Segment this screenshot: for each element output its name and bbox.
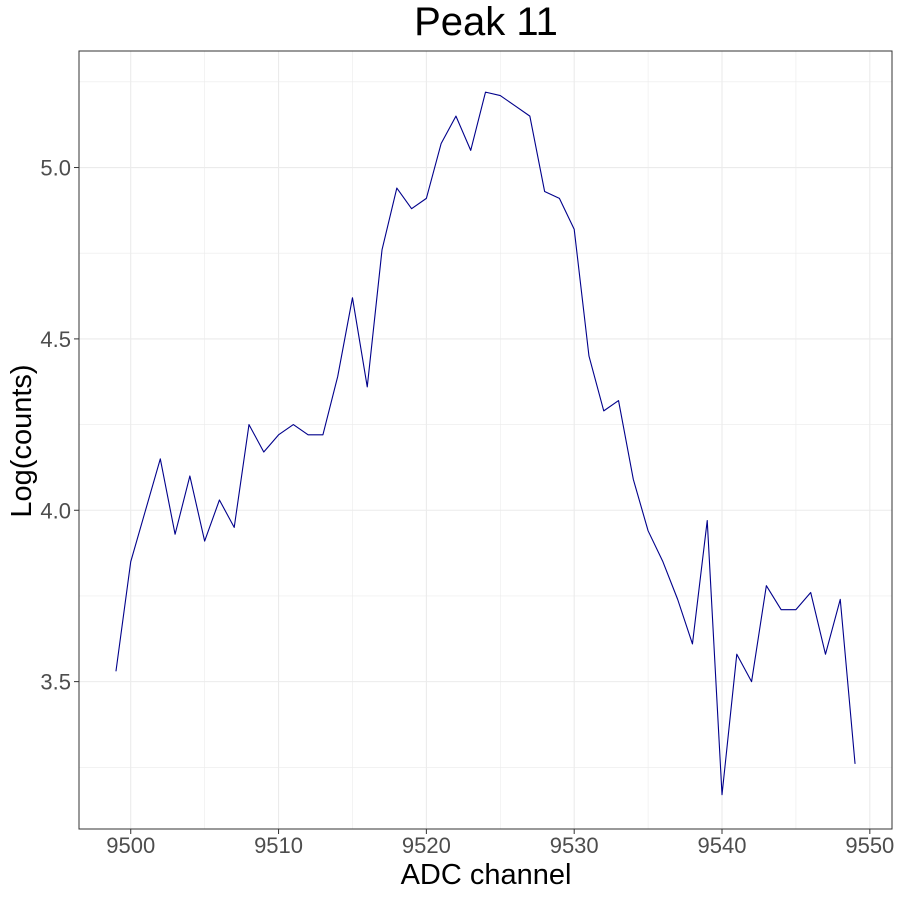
panel-border [78,50,893,830]
x-tick-label: 9530 [550,833,599,858]
grid-lines [79,51,892,829]
axis-ticks: 9500 9510 9520 9530 9540 9550 3.5 4.0 4.5 5.0 [40,156,894,858]
x-tick-label: 9520 [402,833,451,858]
x-axis-title: ADC channel [401,859,572,891]
y-tick-label: 4.5 [40,327,71,352]
x-tick-label: 9500 [106,833,155,858]
y-tick-label: 4.0 [40,498,71,523]
y-axis-title: Log(counts) [6,364,38,517]
x-tick-label: 9550 [845,833,894,858]
x-tick-label: 9510 [254,833,303,858]
series-line [115,91,856,796]
y-tick-label: 5.0 [40,156,71,181]
x-tick-label: 9540 [698,833,747,858]
y-tick-label: 3.5 [40,670,71,695]
chart-title: Peak 11 [414,0,558,44]
